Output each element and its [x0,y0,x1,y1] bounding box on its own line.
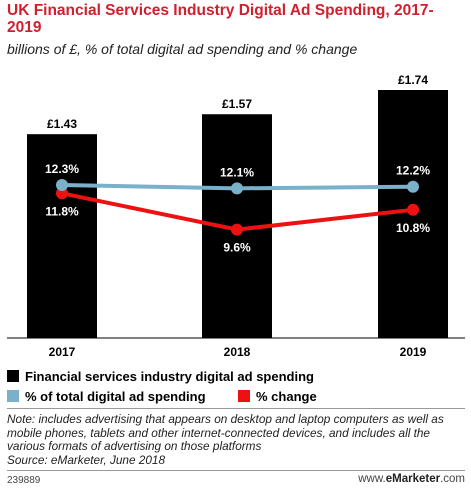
chart-subtitle: billions of £, % of total digital ad spe… [7,41,358,57]
x-tick-label-2018: 2018 [224,345,251,359]
brand-suffix: .com [440,473,465,485]
bar-2017 [27,134,97,338]
chart-note: Note: includes advertising that appears … [7,412,467,467]
share-label-2019: 12.2% [396,164,430,178]
chart-title: UK Financial Services Industry Digital A… [7,2,434,36]
brand-name: eMarketer [385,473,441,485]
legend-label-change: % change [256,388,317,404]
chart-plot: £1.43 2017 £1.57 2018 £1.74 2019 12.3% 12.1% 12.… [7,73,465,359]
source-text: Source: eMarketer, June 2018 [7,452,166,467]
share-label-2017: 12.3% [45,162,79,176]
legend-label-spending: Financial services industry digital ad s… [25,368,314,384]
note-text: Note: includes advertising that appears … [7,412,444,453]
chart-legend: Financial services industry digital ad s… [7,366,314,406]
change-label-2018: 9.6% [223,241,251,255]
legend-swatch-share [7,390,19,402]
legend-swatch-change [238,390,250,402]
change-point-2017 [56,187,68,200]
change-label-2019: 10.8% [396,221,430,235]
divider-bottom [7,470,465,471]
legend-swatch-spending [7,370,19,382]
share-point-2018 [231,182,243,195]
divider-top [7,408,465,409]
bar-value-label-2018: £1.57 [222,97,252,111]
legend-item-share: % of total digital ad spending [7,386,314,406]
x-tick-label-2017: 2017 [49,345,76,359]
share-point-2019 [407,180,419,193]
bar-value-label-2019: £1.74 [398,73,428,87]
chart-id: 239889 [7,475,41,486]
change-point-2019 [407,203,419,216]
chart-legend-right: % change [238,386,317,406]
x-tick-label-2019: 2019 [400,345,427,359]
brand-logo: www.eMarketer.com [358,473,465,485]
share-label-2018: 12.1% [220,165,254,179]
bar-value-label-2017: £1.43 [47,117,77,131]
brand-prefix: www. [358,473,386,485]
legend-label-share: % of total digital ad spending [25,388,206,404]
change-label-2017: 11.8% [45,204,79,218]
legend-item-spending: Financial services industry digital ad s… [7,366,314,386]
legend-item-change: % change [238,386,317,406]
share-point-2017 [56,179,68,192]
change-point-2018 [231,223,243,236]
